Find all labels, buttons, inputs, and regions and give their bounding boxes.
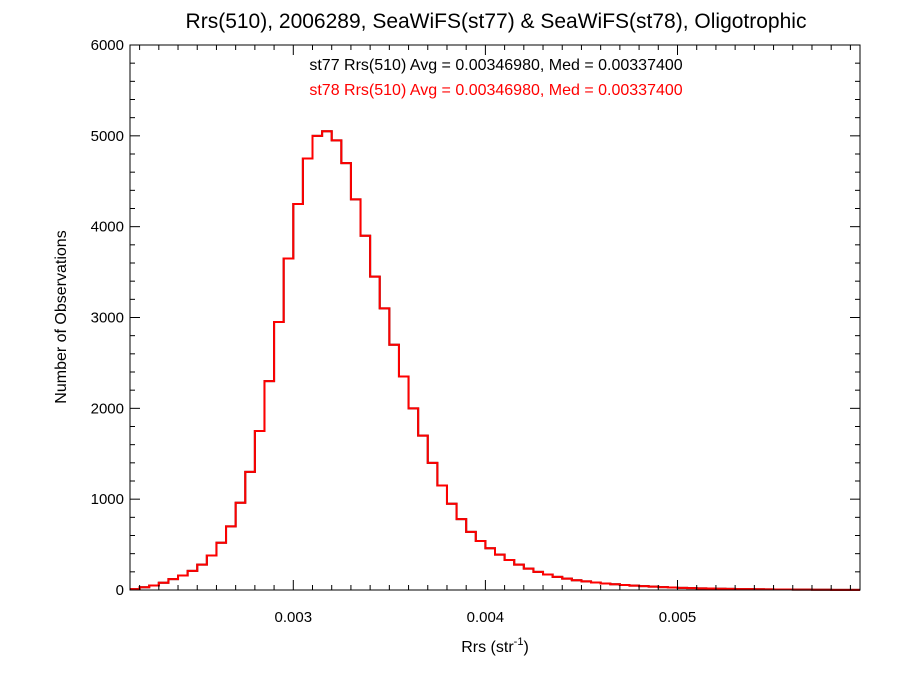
x-tick-label: 0.005 xyxy=(659,609,697,626)
x-axis-ticks: 0.003 0.004 0.005 xyxy=(139,45,851,626)
series-layer xyxy=(130,130,860,591)
y-tick-label: 1000 xyxy=(91,491,124,508)
series-line-st78 xyxy=(130,130,860,591)
y-axis-ticks: 0 1000 2000 3000 4000 5000 6000 xyxy=(91,37,860,599)
x-tick-label: 0.004 xyxy=(467,609,505,626)
y-tick-label: 2000 xyxy=(91,400,124,417)
chart-title: Rrs(510), 2006289, SeaWiFS(st77) & SeaWi… xyxy=(186,10,807,33)
plot-area: 0.003 0.004 0.005 0 1000 2000 3000 4000 5000 600… xyxy=(91,37,861,626)
x-tick-label: 0.003 xyxy=(275,609,313,626)
x-axis-label: Rrs (str-1) xyxy=(461,636,529,656)
annotation-st77: st77 Rrs(510) Avg = 0.00346980, Med = 0.… xyxy=(309,57,682,74)
y-tick-label: 0 xyxy=(116,582,124,599)
y-tick-label: 5000 xyxy=(91,128,124,145)
x-axis-label-close: ) xyxy=(523,639,528,656)
annotation-st78: st78 Rrs(510) Avg = 0.00346980, Med = 0.… xyxy=(309,82,682,99)
y-tick-label: 4000 xyxy=(91,219,124,236)
y-axis-label: Number of Observations xyxy=(53,230,70,403)
x-axis-label-main: Rrs (str xyxy=(461,639,514,656)
y-tick-label: 3000 xyxy=(91,310,124,327)
y-tick-label: 6000 xyxy=(91,37,124,54)
x-axis-label-superscript: -1 xyxy=(514,636,524,648)
